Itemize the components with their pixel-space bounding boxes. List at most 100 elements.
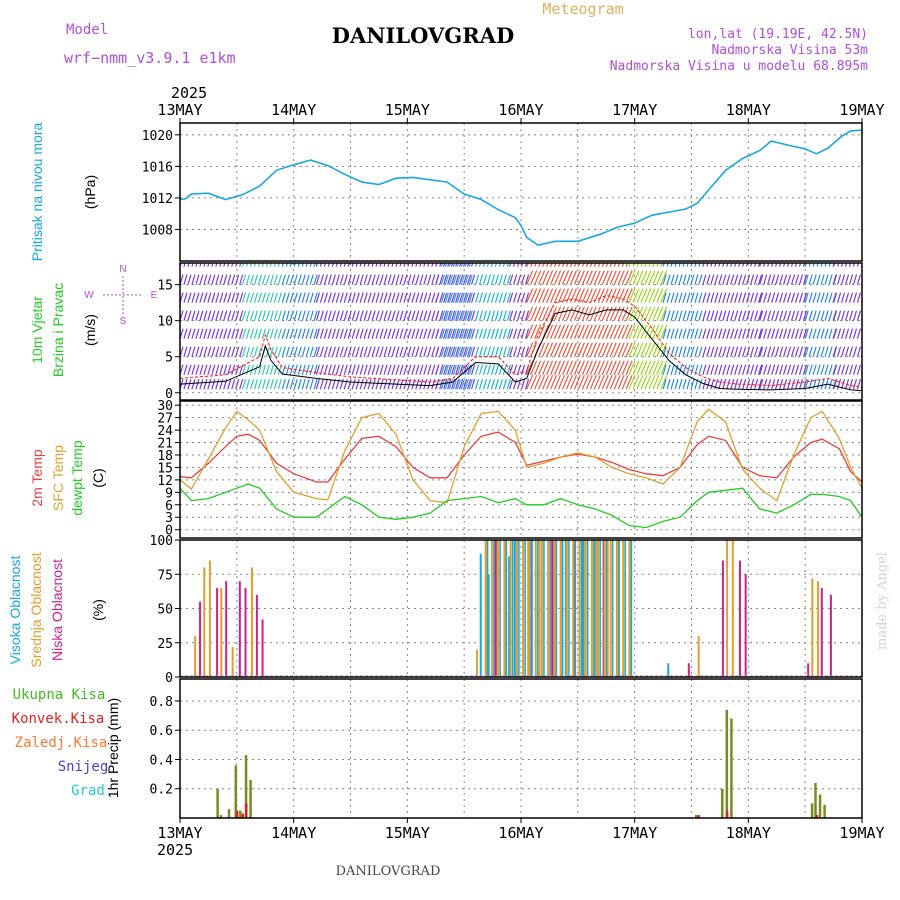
cloud-bar [697,635,700,677]
wind-barb [490,328,496,339]
wind-barb [710,263,713,267]
wind-barb [431,328,436,339]
wind-barb [628,270,636,285]
wind-barb [470,364,476,375]
wind-barb [682,274,687,285]
cloud-bar [580,540,583,677]
wind-barb [470,328,476,339]
wind-barb [730,379,735,390]
wind-barb [273,274,278,285]
wind-barb [281,379,286,390]
wind-barb [754,274,759,285]
wind-barb [750,346,755,357]
wind-barb [706,364,711,375]
wind-barb [195,274,200,285]
wind-barb [808,328,813,339]
y-tick-label: 0 [165,671,173,686]
wind-barb [285,364,290,375]
wind-barb [443,263,446,267]
wind-barb [569,263,573,267]
wind-barb [474,274,480,285]
wind-barb [319,346,324,357]
wind-barb [816,274,821,285]
precip-bar [219,815,223,818]
wind-barb [315,274,320,285]
wind-barb [383,379,388,390]
wind-barb [451,274,456,285]
wind-barb [714,310,719,321]
wind-barb [452,346,457,357]
wind-barb [367,274,372,285]
wind-barb [577,270,585,285]
wind-barb [771,328,776,339]
wind-barb [565,263,569,267]
wind-barb [573,263,577,267]
wind-barb [187,379,192,390]
wind-barb [597,360,605,375]
wind-barb [589,360,597,375]
wind-barb [569,360,577,375]
cloud-bar [513,540,516,677]
wind-barb [509,263,512,267]
wind-barb [285,328,290,339]
wind-barb [191,263,194,267]
wind-barb [452,310,457,321]
wind-barb [191,379,196,390]
wind-barb [538,324,546,339]
wind-barb [534,306,542,321]
y-tick-label: 25 [157,637,173,652]
wind-barb [203,364,208,375]
cloud-bar [559,540,562,677]
wind-barb [585,270,593,285]
wind-barb [207,364,212,375]
wind-barb [407,346,412,357]
wind-barb [546,342,554,357]
wind-barb [706,292,711,303]
wind-barb [848,379,854,390]
x-axis: 13MAY13MAY14MAY14MAY15MAY15MAY16MAY16MAY… [157,101,884,842]
wind-barb [211,310,216,321]
wind-barb [375,263,378,267]
wind-barb [538,374,546,390]
wind-barb [289,310,294,321]
wind-barb [710,310,715,321]
wind-barb [391,310,396,321]
cloud-bar [629,540,632,677]
wind-barb [456,292,461,303]
cloud-bar [515,540,518,677]
wind-barb [347,263,350,267]
wind-barb [828,263,831,267]
wind-barb [494,274,499,285]
wind-barb [589,270,597,285]
wind-barb [628,360,636,375]
wind-barb [440,379,446,390]
wind-barb [494,379,499,390]
wind-barb [804,346,809,357]
wind-barb [195,364,200,375]
wind-barb [470,346,476,357]
y-tick-label: 50 [157,603,173,618]
x-tick-label-bottom: 14MAY [271,824,316,842]
wind-barb [561,270,570,285]
wind-barb [738,310,743,321]
wind-barb [375,292,380,303]
wind-barb [261,379,266,390]
wind-barb [239,364,244,375]
wind-barb [439,292,444,303]
wind-barb [790,274,796,285]
wind-barb [538,288,546,303]
wind-barb [524,263,528,267]
wind-barb [199,364,204,375]
wind-barb [714,263,717,267]
wind-barb [502,364,507,375]
wind-barb [261,292,266,303]
wind-barb [794,310,800,321]
cloud-bar [622,540,625,677]
wind-barb [644,306,652,321]
cloud-bar [231,646,234,677]
wind-barb [775,263,778,267]
wind-barb [285,263,288,267]
wind-barb [273,263,277,267]
wind-barb [763,274,768,285]
wind-barb [281,364,286,375]
